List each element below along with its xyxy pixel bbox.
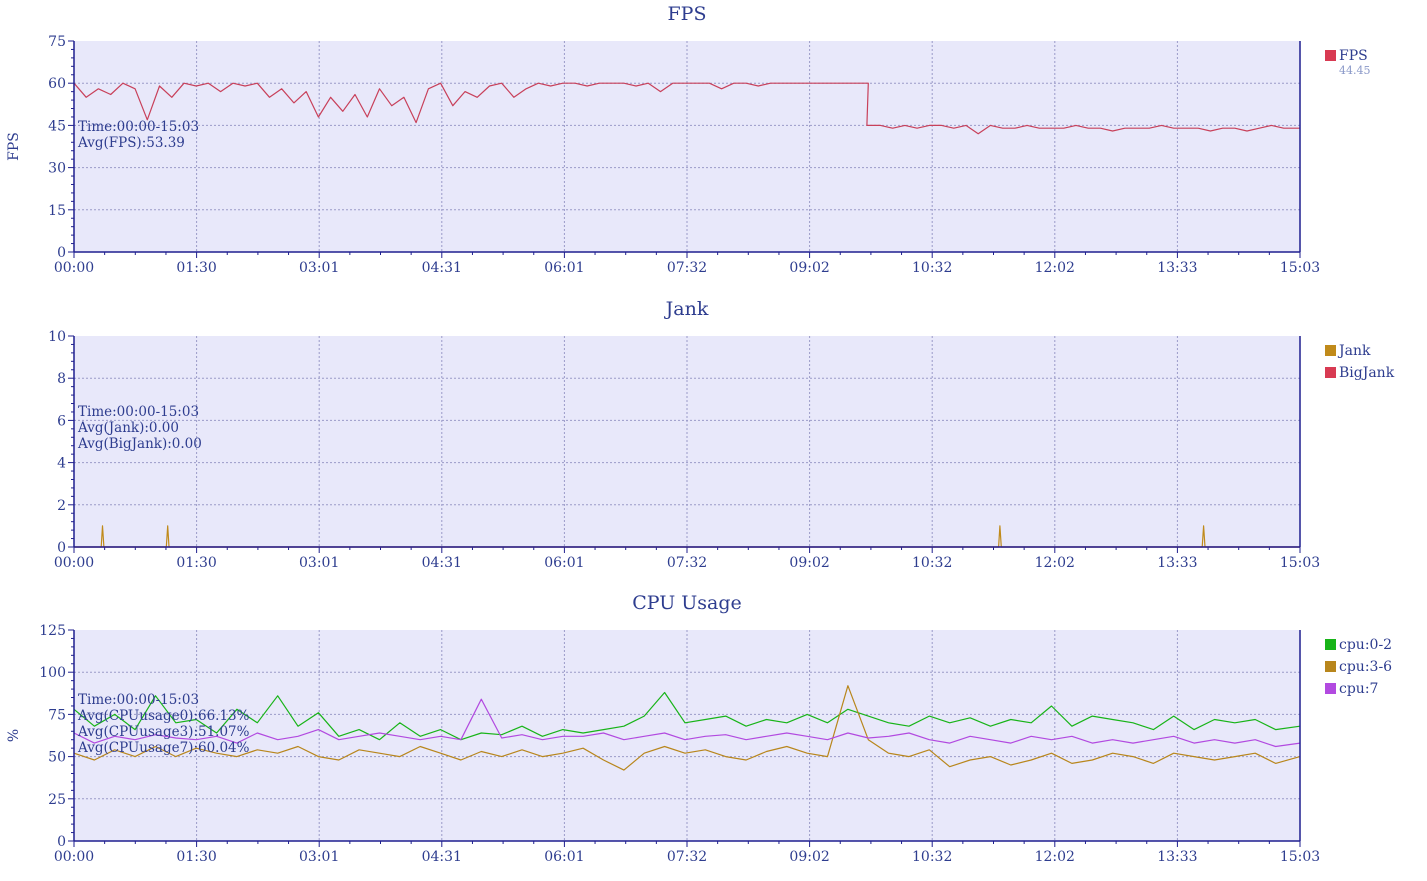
fps-annotation: Time:00:00-15:03 bbox=[78, 119, 199, 135]
cpu-ytick-label: 50 bbox=[48, 750, 66, 766]
fps-xtick-label: 15:03 bbox=[1280, 260, 1320, 276]
fps-xtick-label: 03:01 bbox=[299, 260, 339, 276]
jank-xtick-label: 03:01 bbox=[299, 555, 339, 571]
jank-annotation: Avg(BigJank):0.00 bbox=[77, 436, 202, 452]
jank-xtick-label: 09:02 bbox=[789, 555, 829, 571]
cpu-xtick-label: 04:31 bbox=[422, 849, 462, 865]
cpu-xtick-label: 10:32 bbox=[912, 849, 952, 865]
fps-xtick-label: 04:31 bbox=[422, 260, 462, 276]
cpu-xtick-label: 00:00 bbox=[54, 849, 94, 865]
jank-annotation: Time:00:00-15:03 bbox=[78, 404, 199, 420]
cpu-ytick-label: 75 bbox=[48, 707, 66, 723]
fps-ytick-label: 15 bbox=[48, 203, 66, 219]
cpu-ylabel: % bbox=[6, 729, 22, 742]
fps-ytick-label: 30 bbox=[48, 161, 66, 177]
fps-xtick-label: 00:00 bbox=[54, 260, 94, 276]
jank-chart: Jank 0 2 4 6 8 10 00:00 01:30 03:01 04:31 06:01 07:3… bbox=[48, 298, 1395, 571]
cpu-xtick-label: 03:01 bbox=[299, 849, 339, 865]
fps-ytick-label: 75 bbox=[48, 34, 66, 50]
cpu-xtick-label: 06:01 bbox=[544, 849, 584, 865]
jank-xtick-label: 04:31 bbox=[422, 555, 462, 571]
cpu-legend-label: cpu:3-6 bbox=[1339, 659, 1392, 675]
fps-xtick-label: 06:01 bbox=[544, 260, 584, 276]
cpu-chart: CPU Usage 0 25 50 75 100 125 00:00 01:30 03:01 04:… bbox=[6, 592, 1392, 865]
jank-legend-swatch bbox=[1325, 367, 1336, 378]
cpu-legend-swatch bbox=[1325, 683, 1336, 694]
jank-annotation: Avg(Jank):0.00 bbox=[77, 420, 179, 436]
jank-ytick-label: 4 bbox=[57, 456, 66, 472]
cpu-annotation: Time:00:00-15:03 bbox=[78, 692, 199, 708]
jank-xtick-label: 10:32 bbox=[912, 555, 952, 571]
jank-ytick-label: 2 bbox=[57, 498, 66, 514]
jank-legend-label: BigJank bbox=[1339, 365, 1395, 381]
cpu-series-cpu-7 bbox=[73, 698, 1301, 748]
fps-xtick-label: 01:30 bbox=[176, 260, 216, 276]
cpu-series-cpu-3-6 bbox=[73, 685, 1301, 771]
jank-ytick-label: 10 bbox=[48, 329, 66, 345]
jank-ytick-label: 0 bbox=[57, 540, 66, 556]
jank-legend-label: Jank bbox=[1337, 343, 1371, 359]
jank-title: Jank bbox=[664, 298, 709, 320]
fps-ytick-label: 60 bbox=[48, 76, 66, 92]
fps-chart: FPS 0 15 30 45 60 75 00:00 01:30 03:01 04:31 06:01 0… bbox=[6, 3, 1371, 276]
jank-ytick-label: 8 bbox=[57, 371, 66, 387]
fps-annotation: Avg(FPS):53.39 bbox=[77, 135, 185, 151]
jank-legend-swatch bbox=[1325, 345, 1336, 356]
jank-xtick-label: 06:01 bbox=[544, 555, 584, 571]
cpu-xtick-label: 15:03 bbox=[1280, 849, 1320, 865]
cpu-legend-swatch bbox=[1325, 639, 1336, 650]
cpu-legend-label: cpu:0-2 bbox=[1339, 637, 1392, 653]
cpu-ytick-label: 100 bbox=[39, 665, 66, 681]
cpu-ytick-label: 125 bbox=[39, 623, 66, 639]
cpu-xtick-label: 09:02 bbox=[789, 849, 829, 865]
cpu-xtick-label: 12:02 bbox=[1035, 849, 1075, 865]
cpu-ytick-label: 25 bbox=[48, 792, 66, 808]
fps-xtick-label: 12:02 bbox=[1035, 260, 1075, 276]
cpu-xtick-label: 07:32 bbox=[667, 849, 707, 865]
fps-title: FPS bbox=[668, 3, 707, 25]
fps-series-fps bbox=[73, 82, 1300, 135]
cpu-annotation: Avg(CPUusage3):51.07% bbox=[77, 724, 250, 740]
cpu-legend-label: cpu:7 bbox=[1339, 681, 1378, 697]
cpu-legend-swatch bbox=[1325, 661, 1336, 672]
fps-xtick-label: 09:02 bbox=[789, 260, 829, 276]
cpu-annotation: Avg(CPUusage7):60.04% bbox=[77, 740, 250, 756]
fps-xtick-label: 10:32 bbox=[912, 260, 952, 276]
jank-ytick-label: 6 bbox=[57, 413, 66, 429]
fps-xtick-label: 13:33 bbox=[1157, 260, 1197, 276]
jank-xtick-label: 07:32 bbox=[667, 555, 707, 571]
fps-xtick-label: 07:32 bbox=[667, 260, 707, 276]
jank-xtick-label: 00:00 bbox=[54, 555, 94, 571]
jank-xtick-label: 13:33 bbox=[1157, 555, 1197, 571]
fps-ytick-label: 45 bbox=[48, 118, 66, 134]
cpu-xtick-label: 13:33 bbox=[1157, 849, 1197, 865]
jank-xtick-label: 15:03 bbox=[1280, 555, 1320, 571]
fps-ylabel: FPS bbox=[6, 132, 22, 161]
fps-legend-label: FPS bbox=[1339, 48, 1368, 64]
fps-ytick-label: 0 bbox=[57, 245, 66, 261]
cpu-title: CPU Usage bbox=[632, 592, 742, 614]
jank-xtick-label: 01:30 bbox=[176, 555, 216, 571]
cpu-ytick-label: 0 bbox=[57, 834, 66, 850]
cpu-series-cpu-0-2 bbox=[73, 691, 1301, 741]
cpu-xtick-label: 01:30 bbox=[176, 849, 216, 865]
jank-xtick-label: 12:02 bbox=[1035, 555, 1075, 571]
fps-legend-swatch bbox=[1325, 50, 1336, 61]
cpu-annotation: Avg(CPUusage0):66.13% bbox=[77, 708, 250, 724]
fps-legend-value: 44.45 bbox=[1339, 64, 1371, 77]
